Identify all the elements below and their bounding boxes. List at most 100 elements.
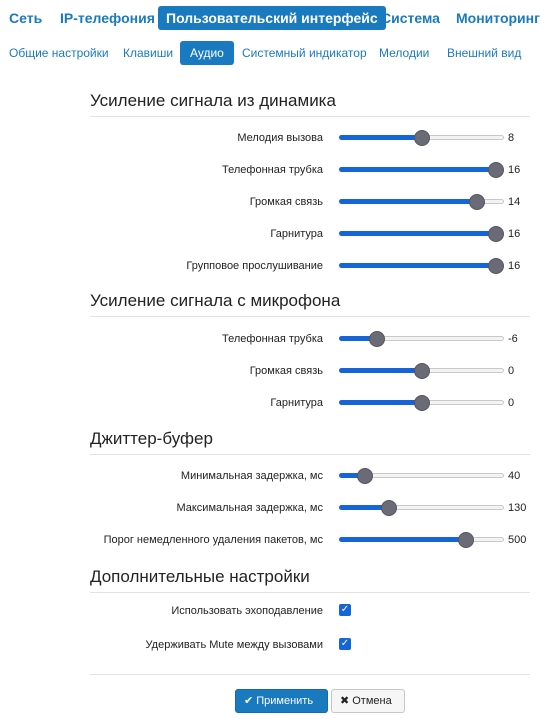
slider-thumb[interactable] bbox=[413, 130, 430, 146]
setting-row: Гарнитура 16 bbox=[0, 222, 544, 246]
slider-thumb[interactable] bbox=[413, 395, 430, 411]
setting-label: Удерживать Mute между вызовами bbox=[145, 639, 323, 651]
setting-row: Гарнитура 0 bbox=[0, 391, 544, 415]
checkmark-icon: ✓ bbox=[340, 638, 350, 649]
setting-row: Телефонная трубка -6 bbox=[0, 327, 544, 351]
handset-speaker-gain-slider[interactable] bbox=[339, 158, 504, 182]
slider-fill bbox=[339, 505, 389, 510]
cancel-button-label: Отмена bbox=[352, 695, 392, 707]
slider-fill bbox=[339, 167, 496, 172]
speakerphone-gain-slider[interactable] bbox=[339, 190, 504, 214]
setting-row: Минимальная задержка, мс 40 bbox=[0, 464, 544, 488]
setting-label: Громкая связь bbox=[249, 365, 323, 377]
setting-label: Групповое прослушивание bbox=[186, 260, 323, 272]
slider-fill bbox=[339, 473, 365, 478]
headset-speaker-gain-slider[interactable] bbox=[339, 222, 504, 246]
slider-fill bbox=[339, 135, 422, 140]
tab-melodies[interactable]: Мелодии bbox=[379, 46, 430, 60]
sub-navigation: Общие настройки Клавиши Аудио Системный … bbox=[0, 41, 544, 65]
slider-thumb[interactable] bbox=[356, 468, 373, 484]
divider bbox=[90, 592, 530, 593]
handset-mic-gain-slider[interactable] bbox=[339, 327, 504, 351]
setting-label: Телефонная трубка bbox=[222, 333, 323, 345]
keep-mute-checkbox[interactable]: ✓ bbox=[339, 638, 351, 650]
setting-row: Громкая связь 0 bbox=[0, 359, 544, 383]
setting-row: Групповое прослушивание 16 bbox=[0, 254, 544, 278]
min-delay-slider[interactable] bbox=[339, 464, 504, 488]
divider bbox=[90, 116, 530, 117]
setting-label: Громкая связь bbox=[249, 196, 323, 208]
setting-label: Использовать эхоподавление bbox=[171, 605, 323, 617]
tab-appearance[interactable]: Внешний вид bbox=[447, 46, 522, 60]
setting-row: Удерживать Mute между вызовами ✓ bbox=[0, 633, 544, 657]
slider-thumb[interactable] bbox=[458, 532, 475, 548]
max-delay-slider[interactable] bbox=[339, 496, 504, 520]
setting-value: 500 bbox=[508, 534, 527, 546]
setting-value: 14 bbox=[508, 196, 521, 208]
setting-row: Громкая связь 14 bbox=[0, 190, 544, 214]
section-title-speaker-gain: Усиление сигнала из динамика bbox=[90, 91, 336, 110]
section-title-additional: Дополнительные настройки bbox=[90, 567, 310, 586]
setting-row: Использовать эхоподавление ✓ bbox=[0, 599, 544, 623]
section-title-mic-gain: Усиление сигнала с микрофона bbox=[90, 291, 341, 310]
group-listening-gain-slider[interactable] bbox=[339, 254, 504, 278]
checkmark-icon: ✓ bbox=[340, 604, 350, 615]
setting-row: Порог немедленного удаления пакетов, мс … bbox=[0, 528, 544, 552]
nav-item-network[interactable]: Сеть bbox=[9, 10, 43, 26]
top-navigation: Сеть IP-телефония Пользовательский интер… bbox=[0, 6, 544, 30]
headset-mic-gain-slider[interactable] bbox=[339, 391, 504, 415]
slider-fill bbox=[339, 263, 496, 268]
setting-label: Мелодия вызова bbox=[237, 132, 323, 144]
close-icon: ✖ bbox=[340, 695, 350, 707]
slider-thumb[interactable] bbox=[488, 226, 504, 242]
slider-thumb[interactable] bbox=[488, 258, 504, 274]
slider-fill bbox=[339, 199, 478, 204]
setting-value: 16 bbox=[508, 164, 521, 176]
slider-fill bbox=[339, 537, 467, 542]
slider-fill bbox=[339, 400, 422, 405]
slider-thumb[interactable] bbox=[488, 162, 504, 178]
slider-thumb[interactable] bbox=[413, 363, 430, 379]
setting-value: -6 bbox=[508, 333, 518, 345]
slider-thumb[interactable] bbox=[469, 194, 486, 210]
tab-audio[interactable]: Аудио bbox=[180, 41, 234, 65]
divider bbox=[90, 454, 530, 455]
setting-label: Минимальная задержка, мс bbox=[180, 470, 323, 482]
slider-thumb[interactable] bbox=[380, 500, 397, 516]
nav-item-monitoring[interactable]: Мониторинг bbox=[456, 10, 540, 26]
packet-drop-threshold-slider[interactable] bbox=[339, 528, 504, 552]
slider-fill bbox=[339, 231, 496, 236]
nav-item-system[interactable]: Система bbox=[381, 10, 440, 26]
setting-value: 8 bbox=[508, 132, 515, 144]
tab-keys[interactable]: Клавиши bbox=[123, 46, 174, 60]
divider bbox=[90, 316, 530, 317]
slider-fill bbox=[339, 336, 377, 341]
setting-row: Телефонная трубка 16 bbox=[0, 158, 544, 182]
nav-item-user-interface[interactable]: Пользовательский интерфейс bbox=[158, 6, 386, 30]
section-title-jitter-buffer: Джиттер-буфер bbox=[90, 429, 213, 448]
apply-button-label: Применить bbox=[256, 695, 314, 707]
tab-general-settings[interactable]: Общие настройки bbox=[9, 46, 109, 60]
setting-label: Максимальная задержка, мс bbox=[176, 502, 323, 514]
setting-value: 0 bbox=[508, 365, 515, 377]
slider-thumb[interactable] bbox=[368, 331, 385, 347]
setting-value: 40 bbox=[508, 470, 521, 482]
nav-item-ip-telephony[interactable]: IP-телефония bbox=[60, 10, 155, 26]
setting-value: 130 bbox=[508, 502, 527, 514]
setting-label: Гарнитура bbox=[270, 228, 323, 240]
ringtone-gain-slider[interactable] bbox=[339, 126, 504, 150]
tab-system-indicator[interactable]: Системный индикатор bbox=[242, 46, 367, 60]
setting-value: 16 bbox=[508, 228, 521, 240]
cancel-button[interactable]: ✖ Отмена bbox=[331, 689, 405, 713]
setting-label: Гарнитура bbox=[270, 397, 323, 409]
apply-button[interactable]: ✔ Применить bbox=[235, 689, 328, 713]
divider bbox=[90, 674, 530, 675]
speakerphone-mic-gain-slider[interactable] bbox=[339, 359, 504, 383]
checkmark-icon: ✔ bbox=[244, 695, 254, 707]
setting-label: Порог немедленного удаления пакетов, мс bbox=[103, 534, 323, 546]
setting-label: Телефонная трубка bbox=[222, 164, 323, 176]
echo-cancellation-checkbox[interactable]: ✓ bbox=[339, 604, 351, 616]
slider-fill bbox=[339, 368, 422, 373]
setting-value: 16 bbox=[508, 260, 521, 272]
setting-row: Максимальная задержка, мс 130 bbox=[0, 496, 544, 520]
